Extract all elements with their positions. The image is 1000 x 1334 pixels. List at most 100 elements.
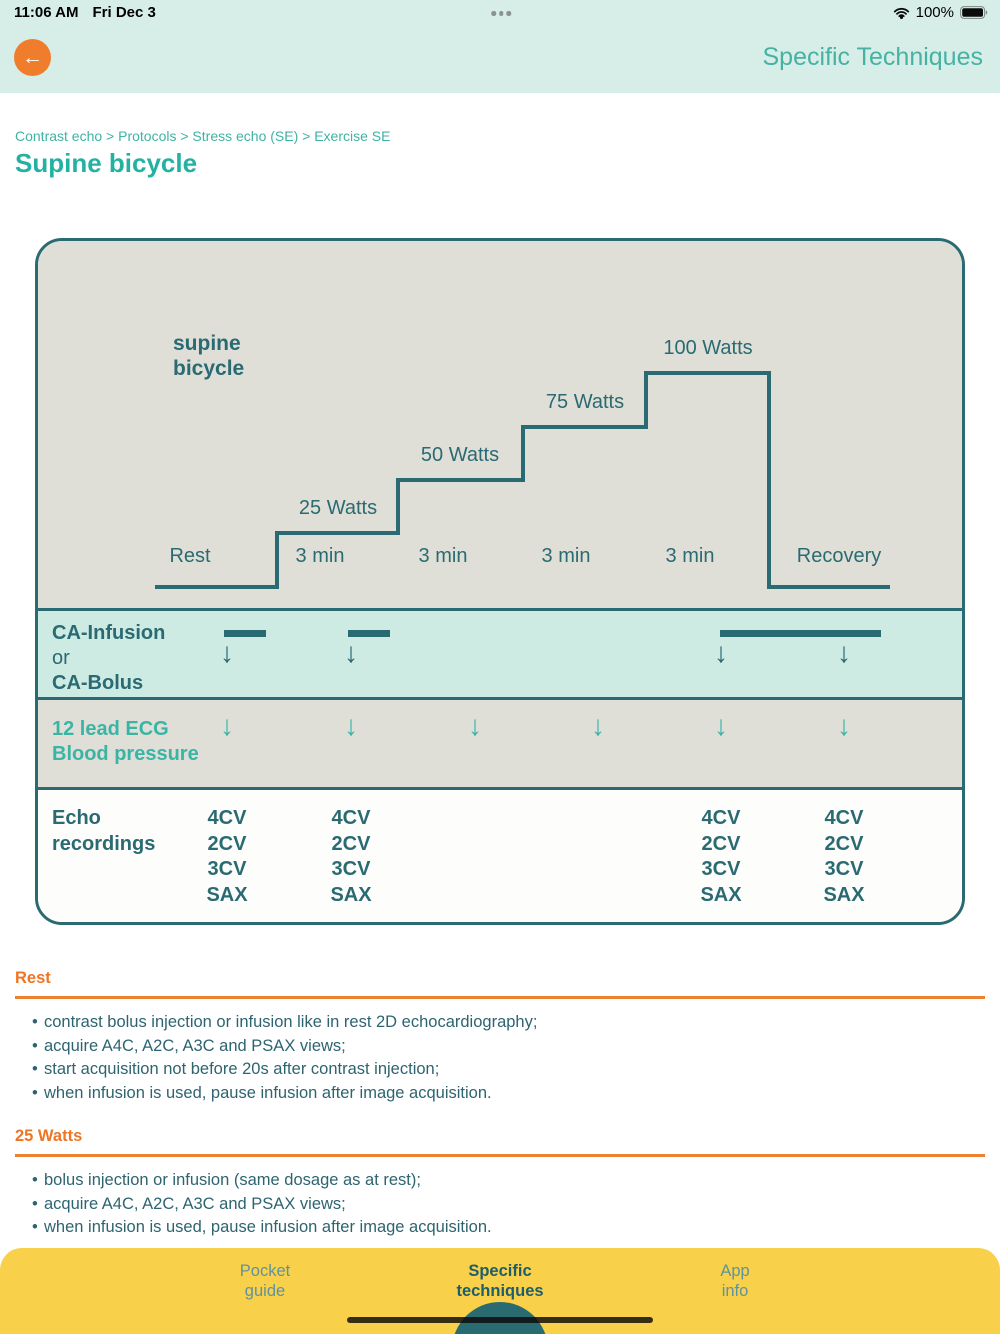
section-divider bbox=[15, 996, 985, 999]
header: 11:06 AM Fri Dec 3 100% ← bbox=[0, 0, 1000, 93]
watts-label: 50 Watts bbox=[420, 444, 500, 466]
wifi-icon bbox=[893, 7, 909, 19]
stage-duration-label: 3 min bbox=[418, 545, 468, 567]
echo-view-label: 4CV bbox=[331, 807, 371, 829]
chart-title: supine bicycle bbox=[173, 331, 244, 381]
down-arrow-icon: ↓ bbox=[837, 637, 851, 668]
tab-item-specific-techniques[interactable]: Specific techniques bbox=[456, 1262, 543, 1301]
home-indicator[interactable] bbox=[347, 1317, 653, 1323]
row-label-line: CA-Bolus bbox=[52, 672, 144, 694]
watts-label: 75 Watts bbox=[545, 391, 625, 413]
down-arrow-icon: ↓ bbox=[591, 710, 605, 741]
tab-item-app-info[interactable]: App info bbox=[720, 1262, 749, 1301]
stage-duration-label: 3 min bbox=[295, 545, 345, 567]
down-arrow-icon: ↓ bbox=[468, 710, 482, 741]
screen-title: Specific Techniques bbox=[762, 43, 983, 71]
tab-label-line: Specific bbox=[468, 1262, 532, 1280]
down-arrow-icon: ↓ bbox=[220, 637, 234, 668]
echo-view-label: 2CV bbox=[701, 832, 741, 855]
back-button[interactable]: ← bbox=[14, 39, 51, 76]
contrast-duration-bar bbox=[348, 630, 390, 637]
echo-view-label: SAX bbox=[823, 883, 865, 906]
bullet-item: start acquisition not before 20s after c… bbox=[15, 1058, 985, 1082]
status-right: 100% bbox=[893, 4, 988, 21]
echo-view-label: 4CV bbox=[824, 807, 864, 829]
tab-label-line: Pocket bbox=[239, 1262, 291, 1280]
chart-title-line: supine bbox=[173, 332, 241, 355]
row-label-line: Echo bbox=[52, 807, 101, 829]
down-arrow-icon: ↓ bbox=[837, 710, 851, 741]
ecg-bp-row-label: 12 lead ECG Blood pressure bbox=[52, 717, 199, 767]
bullet-item: bolus injection or infusion (same dosage… bbox=[15, 1169, 985, 1193]
status-date: Fri Dec 3 bbox=[92, 4, 156, 21]
echo-recordings-label: Echo recordings bbox=[52, 806, 155, 857]
step-line-chart bbox=[155, 371, 890, 589]
page-title: Supine bicycle bbox=[15, 148, 198, 178]
watts-label: 25 Watts bbox=[298, 497, 378, 519]
echo-view-label: SAX bbox=[206, 883, 248, 906]
left-arrow-icon: ← bbox=[22, 46, 43, 69]
echo-views-column: 4CV 2CV 3CV SAX bbox=[700, 806, 741, 908]
down-arrow-icon: ↓ bbox=[220, 710, 234, 741]
status-left: 11:06 AM Fri Dec 3 bbox=[14, 4, 156, 21]
bullet-item: when infusion is used, pause infusion af… bbox=[15, 1216, 985, 1240]
echo-views-column: 4CV 2CV 3CV SAX bbox=[823, 806, 864, 908]
echo-view-label: 3CV bbox=[824, 858, 864, 880]
echo-view-label: SAX bbox=[330, 883, 372, 906]
down-arrow-icon: ↓ bbox=[714, 637, 728, 668]
section-divider bbox=[15, 1154, 985, 1157]
row-label-line: recordings bbox=[52, 832, 156, 855]
tab-label-line: App bbox=[720, 1262, 750, 1280]
echo-views-column: 4CV 2CV 3CV SAX bbox=[206, 806, 247, 908]
protocol-diagram: supine bicycle 25 Watts 50 Watts 75 Watts 1… bbox=[35, 238, 965, 925]
bullet-item: acquire A4C, A2C, A3C and PSAX views; bbox=[15, 1193, 985, 1217]
row-label-line: 12 lead ECG bbox=[52, 718, 169, 740]
down-arrow-icon: ↓ bbox=[714, 710, 728, 741]
echo-view-label: 3CV bbox=[701, 858, 741, 880]
section-heading: 25 Watts bbox=[15, 1127, 83, 1145]
stage-duration-label: Recovery bbox=[796, 545, 882, 567]
bullet-list: bolus injection or infusion (same dosage… bbox=[15, 1169, 985, 1240]
echo-view-label: 4CV bbox=[701, 807, 741, 829]
row-label-line: CA-Infusion bbox=[52, 622, 166, 644]
echo-view-label: 3CV bbox=[207, 858, 247, 880]
echo-views-column: 4CV 2CV 3CV SAX bbox=[330, 806, 371, 908]
row-label-line: Blood pressure bbox=[52, 743, 199, 765]
section-25-watts: 25 Watts bolus injection or infusion (sa… bbox=[15, 1126, 985, 1240]
battery-full-icon bbox=[960, 6, 988, 19]
tab-label-line: info bbox=[721, 1281, 749, 1300]
chart-title-line: bicycle bbox=[173, 357, 245, 380]
multitasking-dots-icon bbox=[491, 11, 511, 16]
echo-view-label: 2CV bbox=[207, 832, 247, 855]
echo-view-label: 2CV bbox=[331, 832, 371, 855]
tab-label-line: techniques bbox=[456, 1281, 544, 1300]
status-time: 11:06 AM bbox=[14, 4, 79, 21]
watts-label: 100 Watts bbox=[663, 337, 753, 359]
bullet-item: contrast bolus injection or infusion lik… bbox=[15, 1011, 985, 1035]
stage-duration-label: 3 min bbox=[541, 545, 591, 567]
echo-view-label: 3CV bbox=[331, 858, 371, 880]
tab-label-line: guide bbox=[244, 1281, 286, 1300]
contrast-row-label: CA-Infusion or CA-Bolus bbox=[52, 621, 165, 696]
echo-recordings-row: Echo recordings 4CV 2CV 3CV SAX 4CV 2CV 3CV SAX 4… bbox=[38, 790, 962, 922]
battery-percent: 100% bbox=[915, 4, 954, 21]
echo-view-label: SAX bbox=[700, 883, 742, 906]
stage-duration-label: 3 min bbox=[665, 545, 715, 567]
contrast-duration-bar bbox=[224, 630, 266, 637]
contrast-duration-bar bbox=[720, 630, 881, 637]
status-bar: 11:06 AM Fri Dec 3 100% bbox=[14, 4, 988, 24]
stage-duration-label: Rest bbox=[169, 545, 211, 567]
bullet-list: contrast bolus injection or infusion lik… bbox=[15, 1011, 985, 1105]
bottom-tab-bar: App info Specific techniques Pocket guide bbox=[0, 1248, 1000, 1334]
workload-step-line bbox=[155, 371, 890, 589]
bullet-item: acquire A4C, A2C, A3C and PSAX views; bbox=[15, 1035, 985, 1059]
bullet-item: when infusion is used, pause infusion af… bbox=[15, 1082, 985, 1106]
section-rest: Rest contrast bolus injection or infusio… bbox=[15, 968, 985, 1105]
echo-view-label: 2CV bbox=[824, 832, 864, 855]
row-label-line: or bbox=[52, 647, 70, 669]
tab-item-pocket-guide[interactable]: Pocket guide bbox=[240, 1262, 290, 1301]
workload-step-chart: supine bicycle 25 Watts 50 Watts 75 Watts 1… bbox=[38, 241, 962, 608]
ecg-bp-row: 12 lead ECG Blood pressure ↓ ↓ ↓ ↓ ↓ ↓ bbox=[38, 700, 962, 790]
breadcrumb[interactable]: Contrast echo > Protocols > Stress echo … bbox=[15, 128, 391, 144]
